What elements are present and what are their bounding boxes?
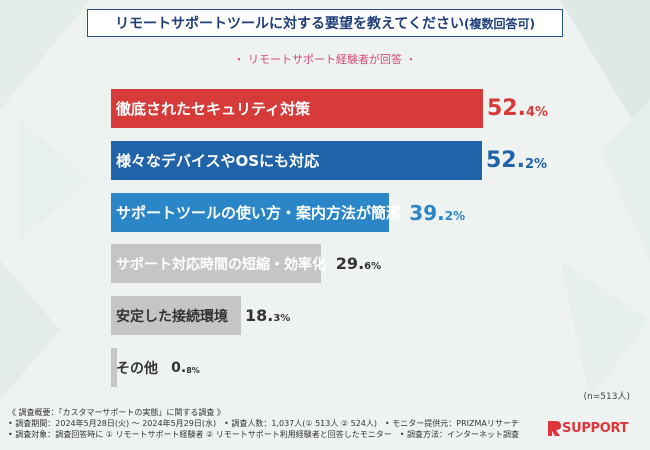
bar-5: [111, 296, 241, 335]
bar-6: [111, 348, 117, 387]
footer-line-2: • 調査期間：2024年5月28日(火) ～ 2024年5月29日(水) • 調…: [8, 419, 519, 428]
bar-label-1: 徹底されたセキュリティ対策: [116, 100, 311, 118]
bar-3: [111, 193, 389, 232]
bar-label-2: 様々なデバイスやOSにも対応: [116, 152, 320, 170]
value-label-3: 39. 2%: [409, 200, 466, 225]
rsupport-logo-mark-icon: [548, 421, 561, 436]
value-label-2: 52. 2%: [486, 148, 548, 173]
value-label-4: 29. 6%: [335, 254, 382, 273]
chart-subtitle: ・ リモートサポート経験者が回答 ・: [233, 53, 417, 66]
chart-title-suffix: (複数回答可): [463, 16, 535, 31]
sample-size-label: (n=513人): [583, 392, 630, 402]
bar-2: [111, 141, 482, 180]
chart-title: リモートサポートツールに対する要望を教えてください: [115, 16, 464, 32]
bar-label-5: 安定した接続環境: [116, 308, 228, 325]
bar-4: [111, 244, 321, 283]
survey-footer: 《 調査概要：「カスタマーサポートの実態」に関する調査 》 • 調査期間：202…: [8, 407, 519, 440]
title-box: リモートサポートツールに対する要望を教えてください (複数回答可): [87, 9, 563, 37]
bar-label-4: サポート対応時間の短縮・効率化: [116, 256, 326, 273]
bar-label-6: その他: [116, 360, 158, 377]
rsupport-logo-text: SUPPORT: [562, 420, 629, 436]
bar-1: [111, 89, 483, 128]
bar-label-3: サポートツールの使い方・案内方法が簡潔: [116, 204, 402, 222]
value-label-5: 18. 3%: [245, 306, 291, 325]
value-label-6: 0. 8%: [171, 359, 200, 376]
rsupport-logo: SUPPORT: [546, 419, 629, 437]
footer-line-1: 《 調査概要：「カスタマーサポートの実態」に関する調査 》: [8, 408, 225, 417]
value-label-1: 52. 4%: [487, 96, 549, 121]
footer-line-3: • 調査対象：調査回答時に ① リモートサポート経験者 ② リモートサポート利用…: [8, 430, 520, 439]
